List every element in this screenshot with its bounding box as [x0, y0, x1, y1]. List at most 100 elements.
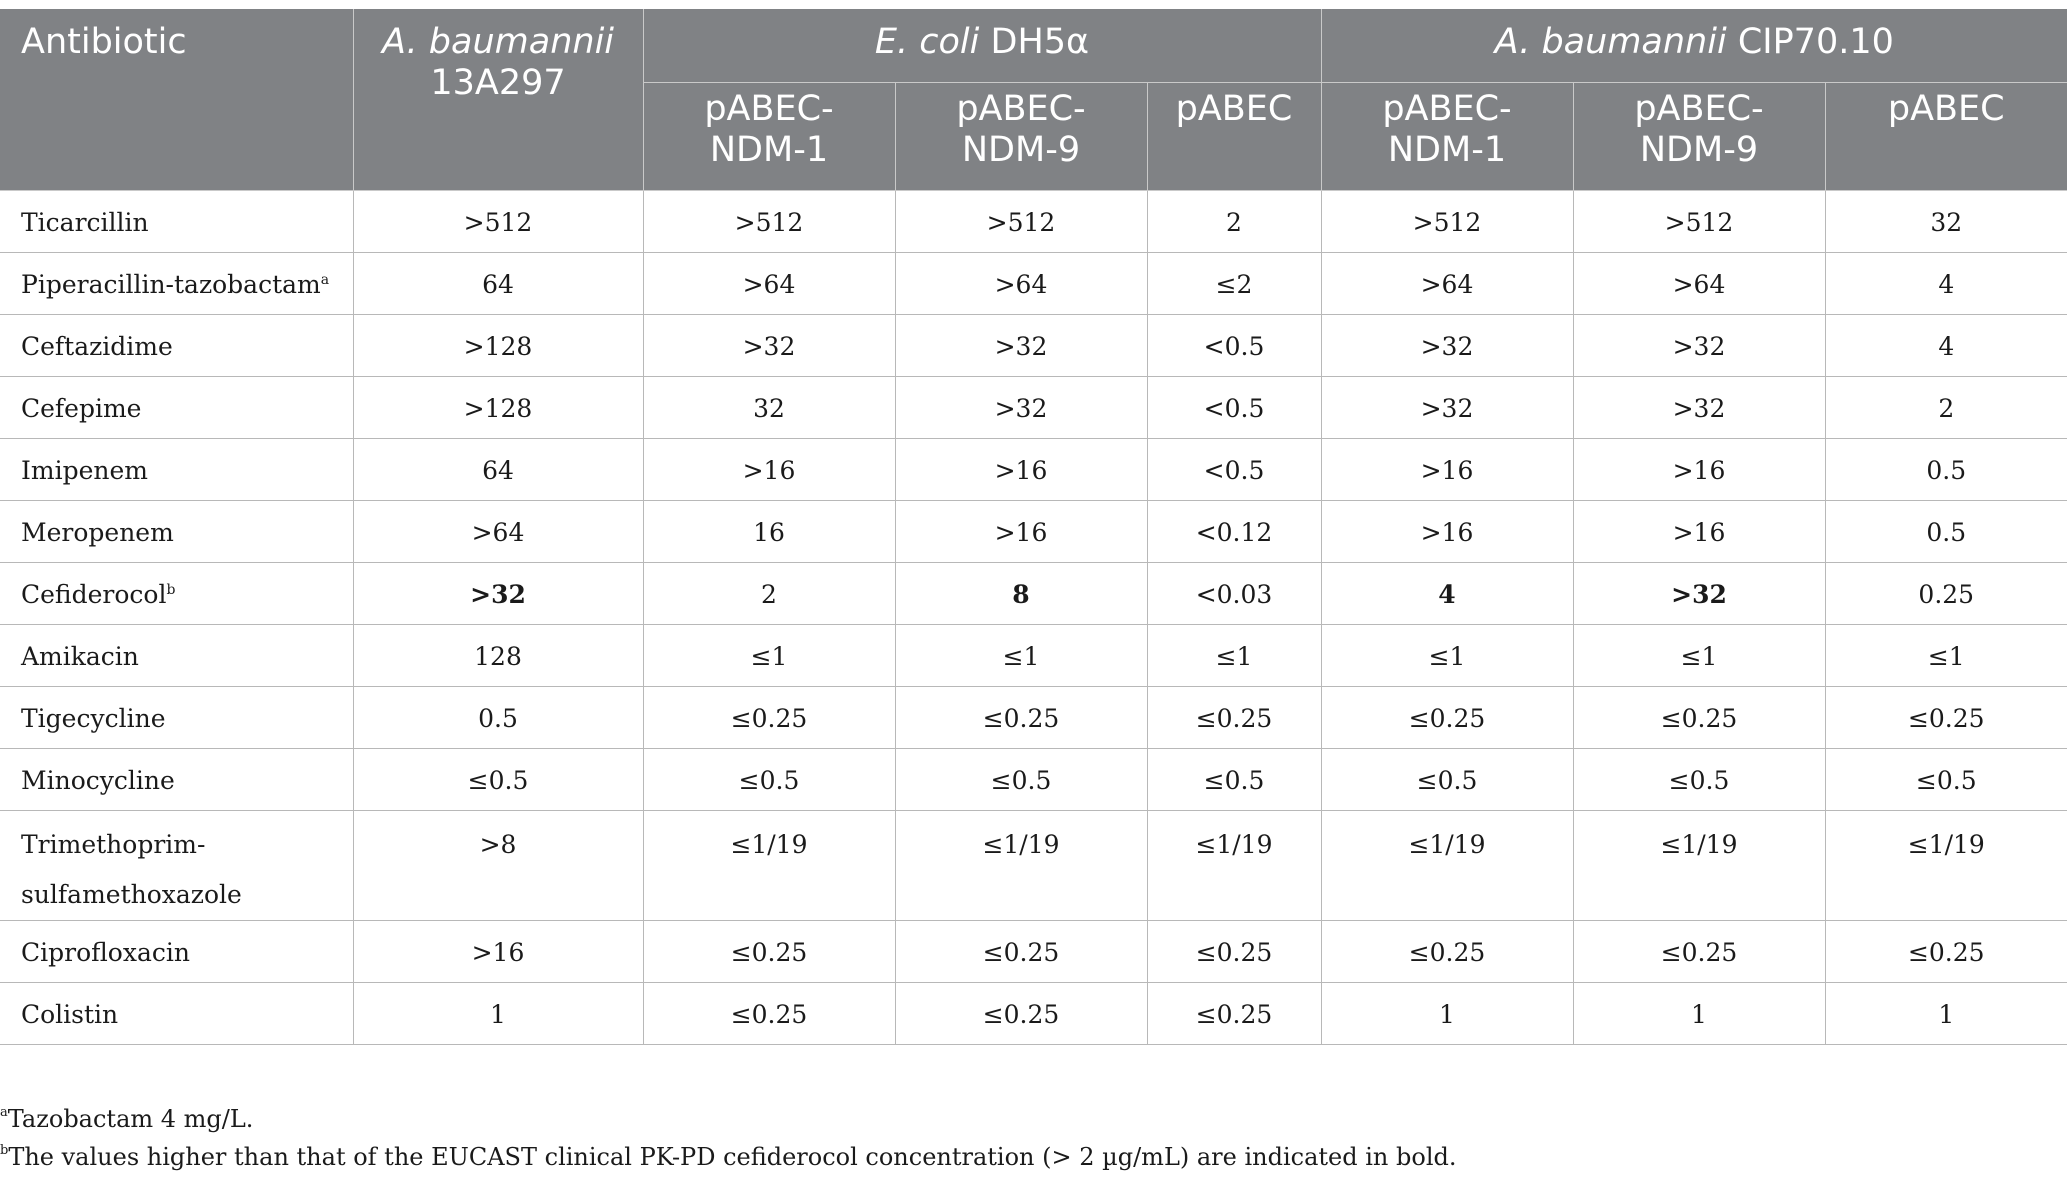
mic-value: 1 [1572, 982, 1825, 1045]
mic-value: >32 [1320, 376, 1573, 439]
mic-value: >128 [352, 314, 643, 377]
antibiotic-name: Minocycline [0, 748, 353, 811]
mic-value: 0.25 [1824, 562, 2067, 625]
mic-value: 4 [1824, 314, 2067, 377]
mic-value: ≤0.5 [352, 748, 643, 811]
footnotes: aTazobactam 4 mg/L. bThe values higher th… [0, 1100, 1456, 1176]
mic-value: ≤1/19 [1572, 810, 1825, 921]
header-sub-3: pABEC- NDM-1 [1320, 82, 1573, 191]
mic-value: >32 [894, 314, 1147, 377]
header-subcolumns: pABEC- NDM-1 pABEC- NDM-9 pABEC pABEC- NDM-1 pA… [0, 82, 2067, 191]
mic-value: ≤0.25 [1572, 920, 1825, 983]
table-row: Meropenem >64 16 >16 <0.12 >16 >16 0.5 [0, 500, 2067, 563]
header-group2-strain: DH5α [990, 22, 1090, 62]
mic-value: ≤0.5 [1146, 748, 1321, 811]
mic-value: >16 [1320, 500, 1573, 563]
mic-value: 32 [642, 376, 895, 439]
mic-value: 128 [352, 624, 643, 687]
mic-value: ≤1/19 [1146, 810, 1321, 921]
header-sub-1: pABEC- NDM-9 [894, 82, 1147, 191]
table-body: Ticarcillin >512 >512 >512 2 >512 >512 32 Pipera… [0, 190, 2067, 1045]
header-sub-2: pABEC [1146, 82, 1321, 191]
antibiotic-name: Cefiderocolb [0, 562, 353, 625]
table-row: Trimethoprim-sulfamethoxazole >8 ≤1/19 ≤1/1… [0, 810, 2067, 921]
mic-value: ≤0.25 [1572, 686, 1825, 749]
table-row: Ceftazidime >128 >32 >32 <0.5 >32 >32 4 [0, 314, 2067, 377]
mic-value: 8 [894, 562, 1147, 625]
header-group3-strain: CIP70.10 [1737, 22, 1894, 62]
table-row: Cefiderocolb >32 2 8 <0.03 4 >32 0.25 [0, 562, 2067, 625]
mic-value: >32 [352, 562, 643, 625]
mic-value: ≤0.25 [1320, 686, 1573, 749]
mic-value: ≤0.25 [1824, 686, 2067, 749]
mic-value: ≤1 [894, 624, 1147, 687]
table-row: Piperacillin-tazobactama 64 >64 >64 ≤2 >64 >64… [0, 252, 2067, 315]
mic-value: >8 [352, 810, 643, 921]
mic-value: 1 [1824, 982, 2067, 1045]
mic-value: ≤0.5 [894, 748, 1147, 811]
table-row: Ciprofloxacin >16 ≤0.25 ≤0.25 ≤0.25 ≤0.25 ≤0.2… [0, 920, 2067, 983]
mic-value: ≤0.25 [642, 920, 895, 983]
mic-value: <0.5 [1146, 438, 1321, 501]
mic-value: ≤1/19 [894, 810, 1147, 921]
mic-value: ≤0.5 [1320, 748, 1573, 811]
mic-value: 4 [1320, 562, 1573, 625]
antibiotic-name: Imipenem [0, 438, 353, 501]
mic-value: <0.5 [1146, 314, 1321, 377]
mic-value: ≤1 [642, 624, 895, 687]
mic-value: ≤0.5 [1572, 748, 1825, 811]
mic-value: 4 [1824, 252, 2067, 315]
mic-value: ≤0.25 [1824, 920, 2067, 983]
mic-value: 64 [352, 252, 643, 315]
antibiotic-name: Cefepime [0, 376, 353, 439]
table-row: Ticarcillin >512 >512 >512 2 >512 >512 32 [0, 190, 2067, 253]
mic-value: >512 [894, 190, 1147, 253]
table-row: Cefepime >128 32 >32 <0.5 >32 >32 2 [0, 376, 2067, 439]
mic-value: ≤0.25 [894, 686, 1147, 749]
mic-value: <0.03 [1146, 562, 1321, 625]
table-wrapper: Antibiotic A. baumannii 13A297 E. coli DH… [0, 9, 2067, 1045]
mic-value: 2 [1146, 190, 1321, 253]
mic-value: <0.12 [1146, 500, 1321, 563]
mic-value: ≤0.25 [894, 982, 1147, 1045]
mic-value: 0.5 [352, 686, 643, 749]
mic-value: ≤0.25 [894, 920, 1147, 983]
mic-value: >32 [1572, 376, 1825, 439]
mic-value: 2 [642, 562, 895, 625]
mic-value: 16 [642, 500, 895, 563]
mic-value: ≤1/19 [642, 810, 895, 921]
footnote: bThe values higher than that of the EUCA… [0, 1138, 1456, 1176]
antibiotic-name: Trimethoprim-sulfamethoxazole [0, 810, 353, 921]
mic-value: 0.5 [1824, 500, 2067, 563]
footnote: aTazobactam 4 mg/L. [0, 1100, 1456, 1138]
mic-value: ≤0.25 [642, 686, 895, 749]
mic-value: >32 [1572, 314, 1825, 377]
footnote-mark: b [0, 1143, 9, 1158]
mic-value: ≤0.25 [1146, 982, 1321, 1045]
mic-value: 1 [352, 982, 643, 1045]
mic-value: >64 [352, 500, 643, 563]
mic-value: 32 [1824, 190, 2067, 253]
mic-value: >64 [642, 252, 895, 315]
header-sub-4: pABEC- NDM-9 [1572, 82, 1825, 191]
antibiotic-name: Ticarcillin [0, 190, 353, 253]
mic-value: >512 [1320, 190, 1573, 253]
mic-value: >16 [894, 500, 1147, 563]
mic-value: ≤0.25 [1320, 920, 1573, 983]
table-row: Minocycline ≤0.5 ≤0.5 ≤0.5 ≤0.5 ≤0.5 ≤0.5 ≤0.5 [0, 748, 2067, 811]
header-antibiotic: Antibiotic [0, 9, 353, 191]
mic-value: >128 [352, 376, 643, 439]
mic-value: >16 [642, 438, 895, 501]
mic-value: 2 [1824, 376, 2067, 439]
mic-value: ≤1 [1320, 624, 1573, 687]
table-row: Amikacin 128 ≤1 ≤1 ≤1 ≤1 ≤1 ≤1 [0, 624, 2067, 687]
header-col1-strain: 13A297 [430, 63, 566, 103]
mic-table: Antibiotic A. baumannii 13A297 E. coli DH… [0, 9, 2067, 1045]
mic-value: >16 [1320, 438, 1573, 501]
mic-value: >16 [894, 438, 1147, 501]
mic-value: >16 [352, 920, 643, 983]
mic-value: ≤0.25 [1146, 920, 1321, 983]
mic-value: ≤1 [1146, 624, 1321, 687]
mic-value: >512 [1572, 190, 1825, 253]
antibiotic-name: Amikacin [0, 624, 353, 687]
